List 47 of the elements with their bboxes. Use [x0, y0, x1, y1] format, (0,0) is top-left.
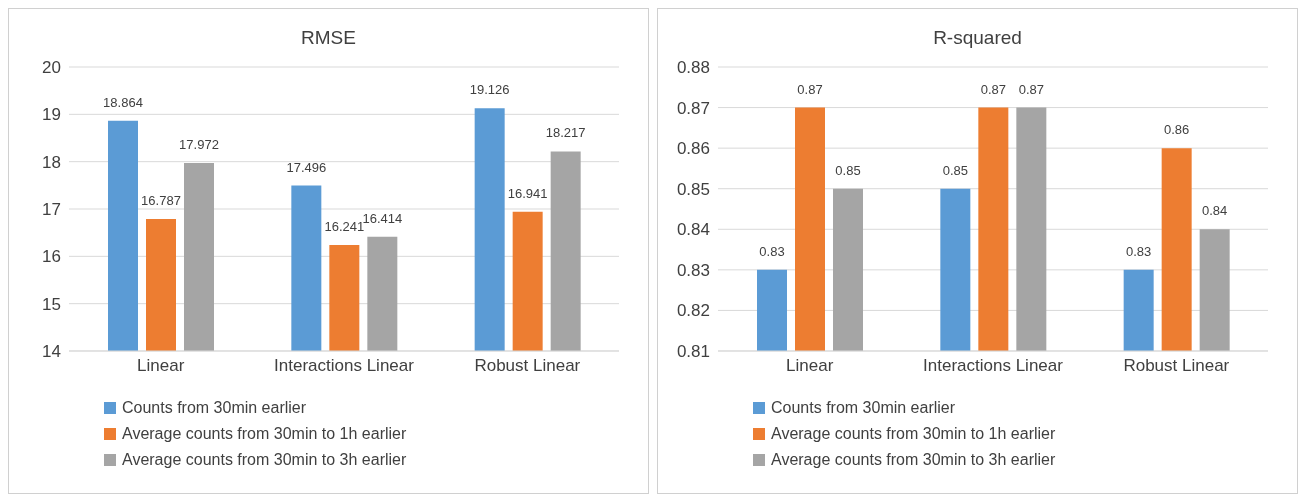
- data-label: 0.85: [835, 162, 861, 178]
- data-label: 18.217: [545, 125, 586, 141]
- x-tick-label: Interactions Linear: [923, 356, 1064, 376]
- chart-title: RMSE: [300, 26, 357, 50]
- chart-title: R-squared: [932, 26, 1023, 50]
- y-tick-label: 16: [42, 247, 61, 267]
- legend-label: Average counts from 30min to 1h earlier: [771, 424, 1056, 444]
- y-tick-label: 20: [42, 58, 61, 78]
- data-label: 0.87: [980, 81, 1006, 97]
- legend-label: Counts from 30min earlier: [122, 398, 307, 418]
- data-label: 0.84: [1202, 203, 1228, 219]
- y-tick-label: 0.86: [676, 139, 710, 159]
- y-tick-label: 0.83: [676, 260, 710, 280]
- x-tick-label: Interactions Linear: [274, 356, 415, 376]
- data-label: 0.83: [759, 243, 785, 259]
- data-label: 18.864: [103, 94, 143, 110]
- y-tick-label: 0.87: [676, 98, 710, 118]
- y-tick-label: 0.82: [676, 301, 710, 321]
- data-label: 17.496: [286, 159, 327, 175]
- data-label: 0.83: [1126, 243, 1152, 259]
- data-label: 0.87: [797, 81, 823, 97]
- x-tick-label: Robust Linear: [474, 356, 581, 376]
- data-label: 16.787: [141, 193, 181, 209]
- data-label: 0.86: [1164, 122, 1190, 138]
- y-tick-label: 17: [42, 200, 61, 220]
- data-label: 16.941: [507, 185, 548, 201]
- legend-label: Counts from 30min earlier: [771, 398, 956, 418]
- y-tick-label: 0.81: [676, 342, 710, 362]
- legend-label: Average counts from 30min to 3h earlier: [122, 450, 407, 470]
- data-label: 16.241: [324, 218, 365, 234]
- y-tick-label: 15: [42, 294, 61, 314]
- legend-label: Average counts from 30min to 3h earlier: [771, 450, 1056, 470]
- y-tick-label: 19: [42, 105, 61, 125]
- y-tick-label: 0.85: [676, 179, 710, 199]
- x-tick-label: Linear: [137, 356, 185, 376]
- y-tick-label: 0.88: [676, 58, 710, 78]
- legend-label: Average counts from 30min to 1h earlier: [122, 424, 407, 444]
- data-label: 0.87: [1018, 81, 1044, 97]
- x-tick-label: Linear: [786, 356, 834, 376]
- y-tick-label: 14: [42, 342, 61, 362]
- data-label: 16.414: [362, 210, 403, 226]
- y-tick-label: 18: [42, 152, 61, 172]
- data-label: 0.85: [942, 162, 968, 178]
- y-tick-label: 0.84: [676, 220, 710, 240]
- data-label: 17.972: [179, 136, 219, 152]
- x-tick-label: Robust Linear: [1123, 356, 1230, 376]
- data-label: 19.126: [469, 82, 510, 98]
